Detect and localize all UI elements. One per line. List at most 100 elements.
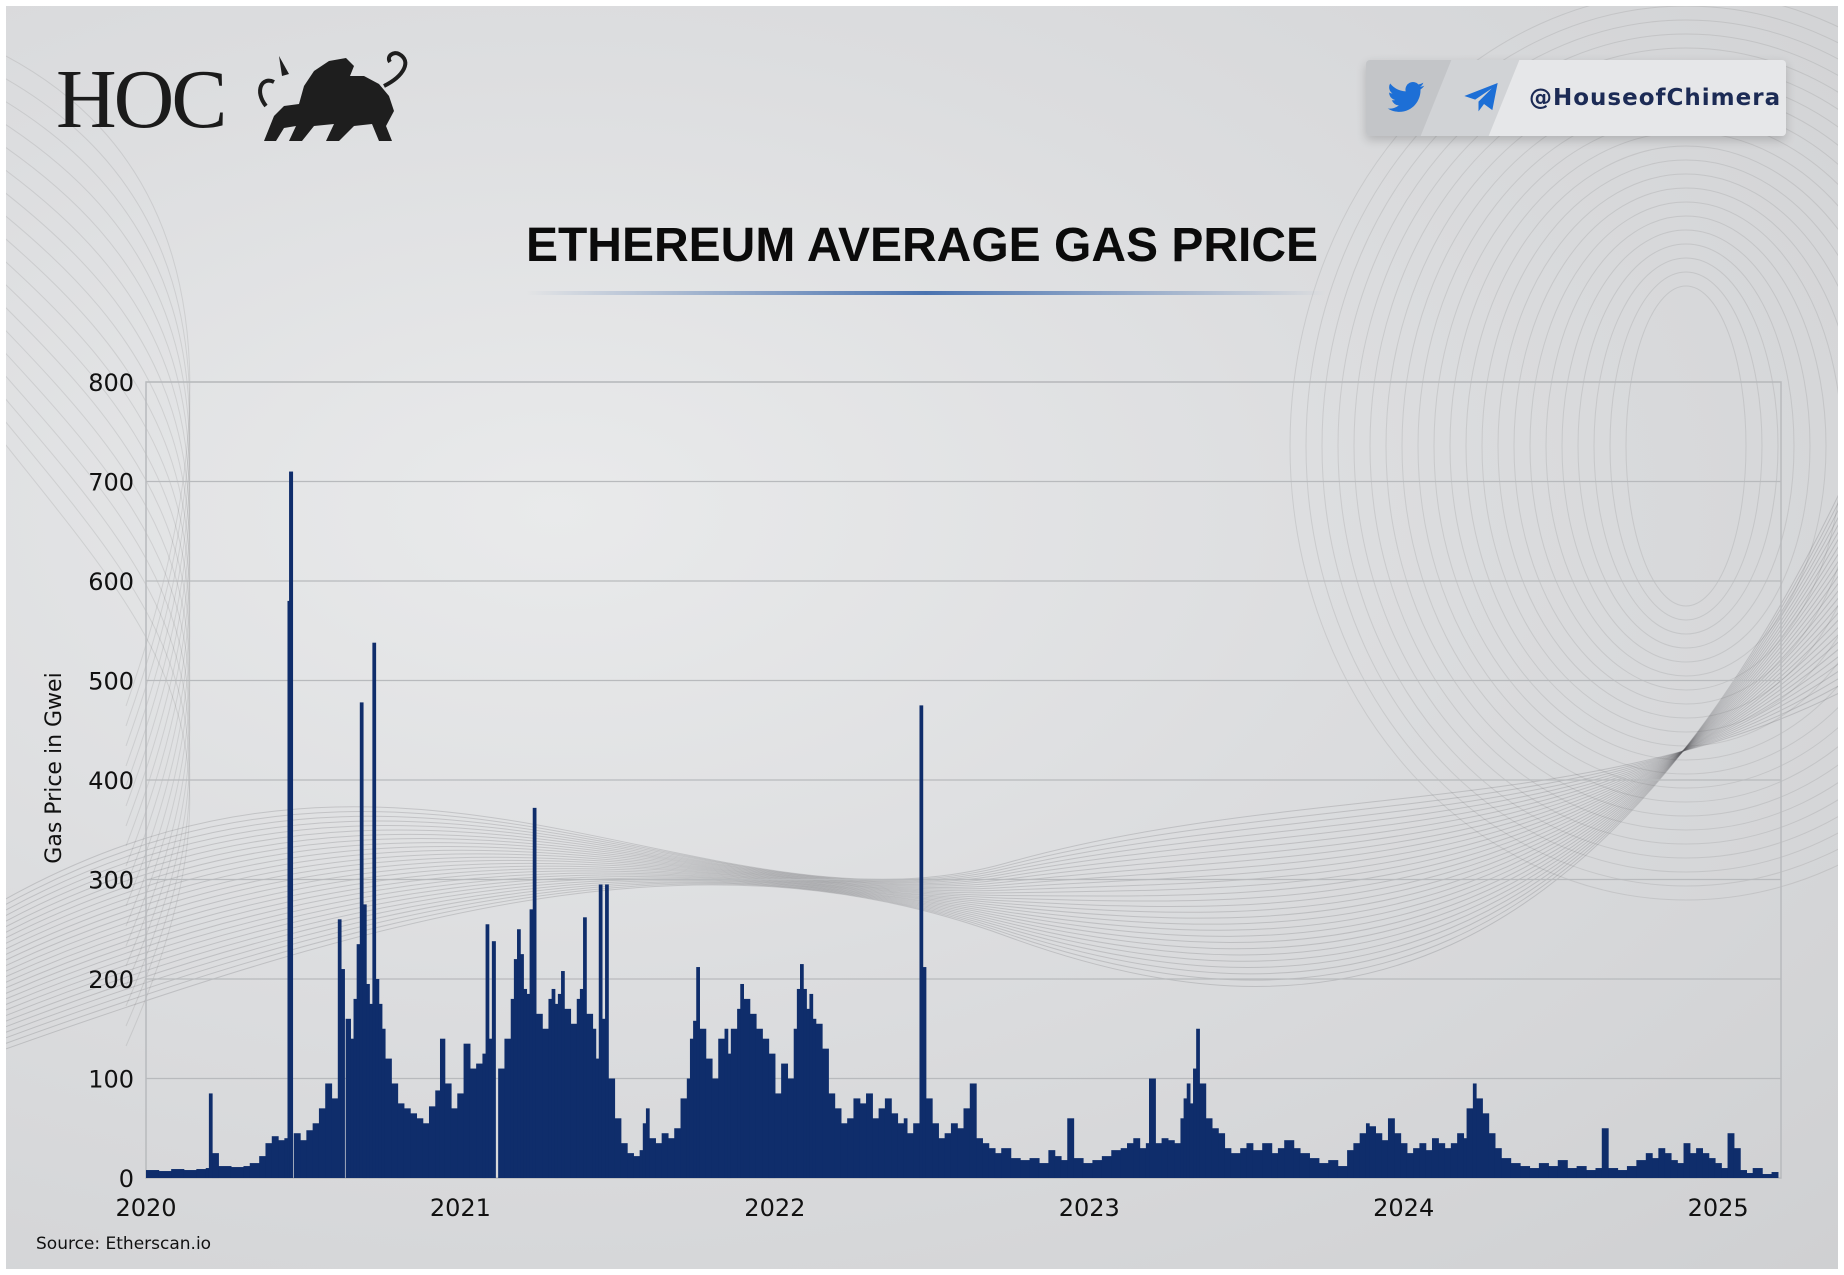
bar	[774, 1093, 782, 1178]
bar	[1145, 1143, 1150, 1178]
decorative-contour-line	[1481, 159, 1838, 733]
x-tick-label: 2023	[1059, 1194, 1120, 1222]
bar	[1636, 1160, 1647, 1178]
bar	[1381, 1140, 1389, 1178]
bar	[1183, 1098, 1188, 1178]
bar	[372, 642, 377, 1178]
bar	[1406, 1153, 1414, 1179]
bar	[897, 1123, 905, 1178]
bar	[906, 1133, 914, 1178]
bar	[994, 1153, 1002, 1179]
bar	[727, 1053, 732, 1179]
decorative-wave-line	[6, 648, 1838, 933]
bar	[265, 1143, 273, 1178]
bar	[457, 1093, 465, 1178]
infographic-frame: HOC @HouseofChimera ETHEREUM AVERAGE GAS…	[6, 6, 1838, 1269]
bar	[1476, 1098, 1483, 1178]
bar	[300, 1140, 307, 1178]
bar	[740, 983, 744, 1178]
bar	[542, 1028, 550, 1178]
decorative-contour-line	[1513, 187, 1838, 705]
bar	[944, 1133, 952, 1178]
bar	[1752, 1168, 1763, 1178]
decorative-contour-line	[1305, 6, 1838, 887]
bar	[884, 1098, 892, 1178]
logo-text: HOC	[56, 53, 227, 146]
title-underline	[526, 291, 1326, 295]
bar	[730, 1028, 738, 1178]
grid-layer	[146, 381, 1781, 1179]
bar	[828, 1093, 836, 1178]
bar	[570, 1023, 578, 1178]
decorative-wave-line	[6, 634, 1838, 945]
decorative-wave-line	[6, 524, 1838, 1028]
bar	[196, 1169, 207, 1178]
bar	[1337, 1166, 1348, 1178]
bar	[1394, 1133, 1402, 1178]
bar	[1457, 1133, 1465, 1178]
bar	[696, 967, 700, 1178]
bar	[627, 1153, 634, 1179]
bar	[356, 944, 361, 1178]
bar	[183, 1170, 197, 1178]
bar	[812, 1018, 817, 1178]
bar	[1120, 1148, 1128, 1178]
bar	[1733, 1148, 1741, 1178]
bar	[289, 471, 294, 1178]
bar	[485, 924, 490, 1178]
bar	[667, 1138, 675, 1178]
bar	[982, 1143, 990, 1178]
bar	[938, 1138, 946, 1178]
bar	[1092, 1160, 1103, 1178]
bar	[439, 1038, 446, 1178]
bar	[963, 1108, 971, 1178]
bar	[976, 1138, 983, 1178]
bar	[598, 884, 603, 1178]
bar	[212, 1153, 219, 1179]
bar	[1149, 1078, 1156, 1178]
bar	[1400, 1143, 1408, 1178]
bar	[768, 1053, 776, 1179]
bar	[284, 1138, 289, 1178]
decorative-contour-line	[6, 238, 191, 867]
decorative-contour-line	[6, 78, 191, 727]
bar	[576, 998, 581, 1178]
decorative-contour-line	[1321, 19, 1838, 873]
bar	[1576, 1166, 1587, 1178]
bar	[523, 988, 528, 1178]
twitter-icon[interactable]	[1386, 78, 1426, 118]
decorative-wave-line	[6, 538, 1838, 1017]
bar	[872, 1118, 880, 1178]
decorative-contour-line	[1561, 229, 1811, 663]
bar	[957, 1128, 965, 1178]
bar	[1193, 1068, 1197, 1178]
bar	[1466, 1108, 1474, 1178]
bar	[337, 919, 342, 1178]
bar	[1196, 1028, 1200, 1178]
social-handle[interactable]: @HouseofChimera	[1529, 85, 1782, 111]
bar	[1353, 1143, 1361, 1178]
y-tick-label: 100	[88, 1066, 134, 1094]
y-tick-label: 800	[88, 369, 134, 397]
bar	[689, 1038, 694, 1178]
bar	[1101, 1156, 1112, 1178]
bar	[561, 971, 565, 1178]
bar	[755, 1028, 763, 1178]
bar	[693, 1020, 697, 1178]
bar	[711, 1078, 719, 1178]
bar-series	[146, 471, 1779, 1179]
bar	[293, 1133, 301, 1178]
bar	[601, 1018, 606, 1178]
bar	[1309, 1158, 1320, 1178]
bar	[1771, 1172, 1779, 1178]
bar	[378, 1003, 383, 1179]
bar	[1111, 1150, 1122, 1178]
bar	[586, 1013, 594, 1178]
bar	[391, 1083, 399, 1178]
decorative-wave-line	[6, 575, 1838, 989]
bar	[529, 909, 534, 1178]
bar	[158, 1171, 172, 1178]
telegram-icon[interactable]	[1461, 78, 1501, 118]
bar	[469, 1068, 477, 1178]
decorative-wave-line	[6, 692, 1838, 900]
